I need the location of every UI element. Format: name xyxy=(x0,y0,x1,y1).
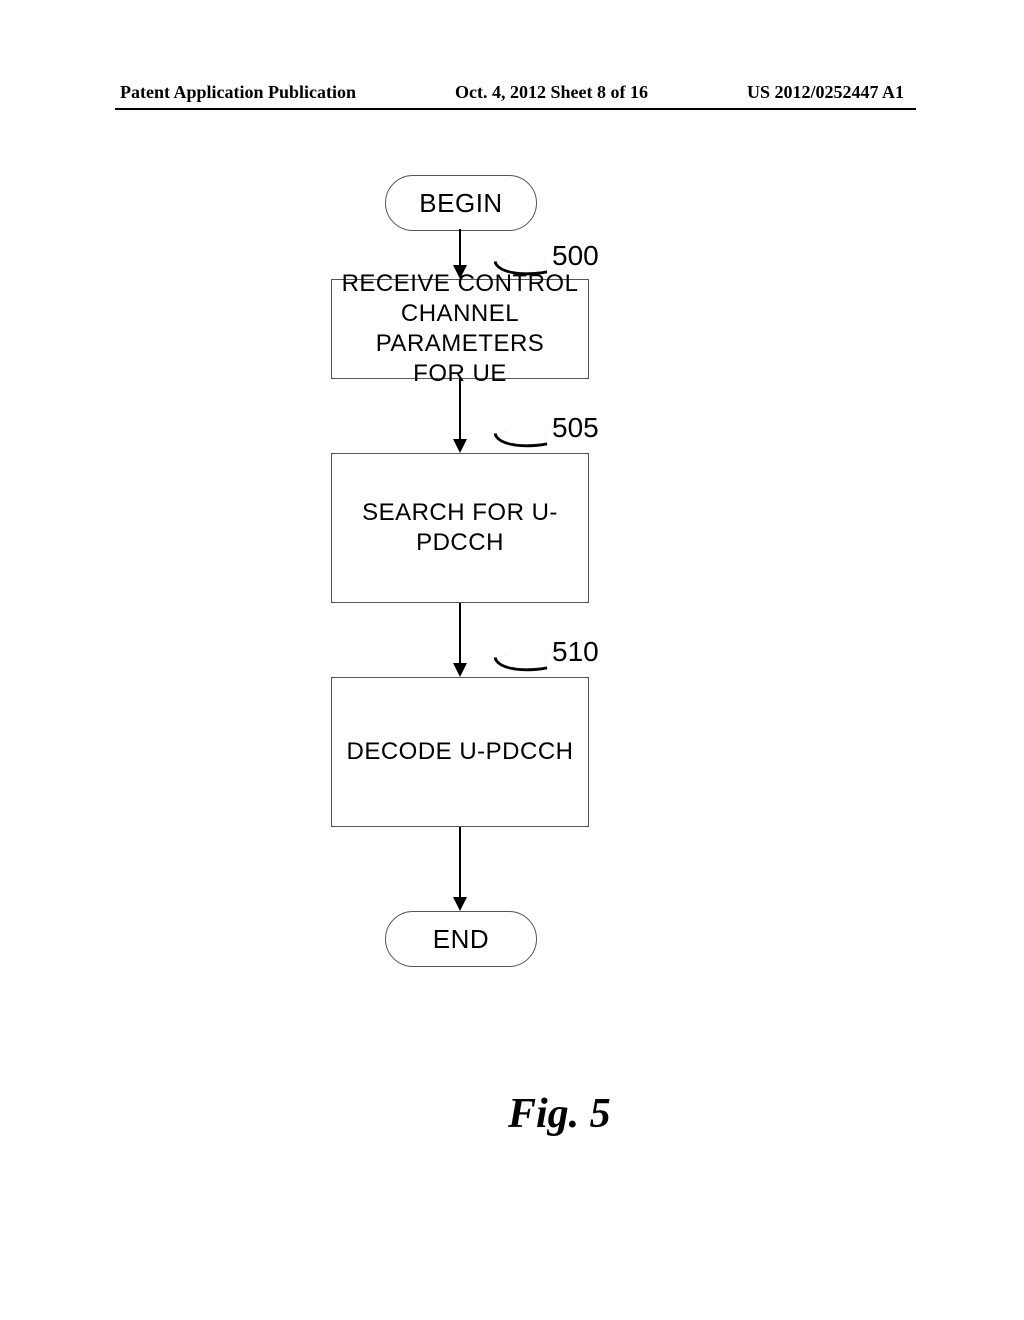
header-rule xyxy=(115,108,916,110)
flow-node-n510: DECODE U-PDCCH xyxy=(331,677,589,827)
header-left: Patent Application Publication xyxy=(120,82,356,103)
page: Patent Application Publication Oct. 4, 2… xyxy=(0,0,1024,1320)
page-header: Patent Application Publication Oct. 4, 2… xyxy=(0,82,1024,103)
flow-arrow xyxy=(450,827,470,911)
flow-node-n500: RECEIVE CONTROLCHANNEL PARAMETERSFOR UE xyxy=(331,279,589,379)
flow-node-end: END xyxy=(385,911,537,967)
figure-caption: Fig. 5 xyxy=(508,1090,611,1138)
flow-arrow xyxy=(450,603,470,677)
ref-label-500: 500 xyxy=(552,240,599,272)
flow-arrow xyxy=(450,229,470,279)
header-right: US 2012/0252447 A1 xyxy=(747,82,904,103)
flow-node-begin: BEGIN xyxy=(385,175,537,231)
flow-node-n505: SEARCH FOR U-PDCCH xyxy=(331,453,589,603)
ref-label-505: 505 xyxy=(552,412,599,444)
ref-leader-510 xyxy=(494,649,548,679)
ref-leader-505 xyxy=(494,425,548,455)
header-center: Oct. 4, 2012 Sheet 8 of 16 xyxy=(455,82,648,103)
flow-arrow xyxy=(450,379,470,453)
ref-label-510: 510 xyxy=(552,636,599,668)
